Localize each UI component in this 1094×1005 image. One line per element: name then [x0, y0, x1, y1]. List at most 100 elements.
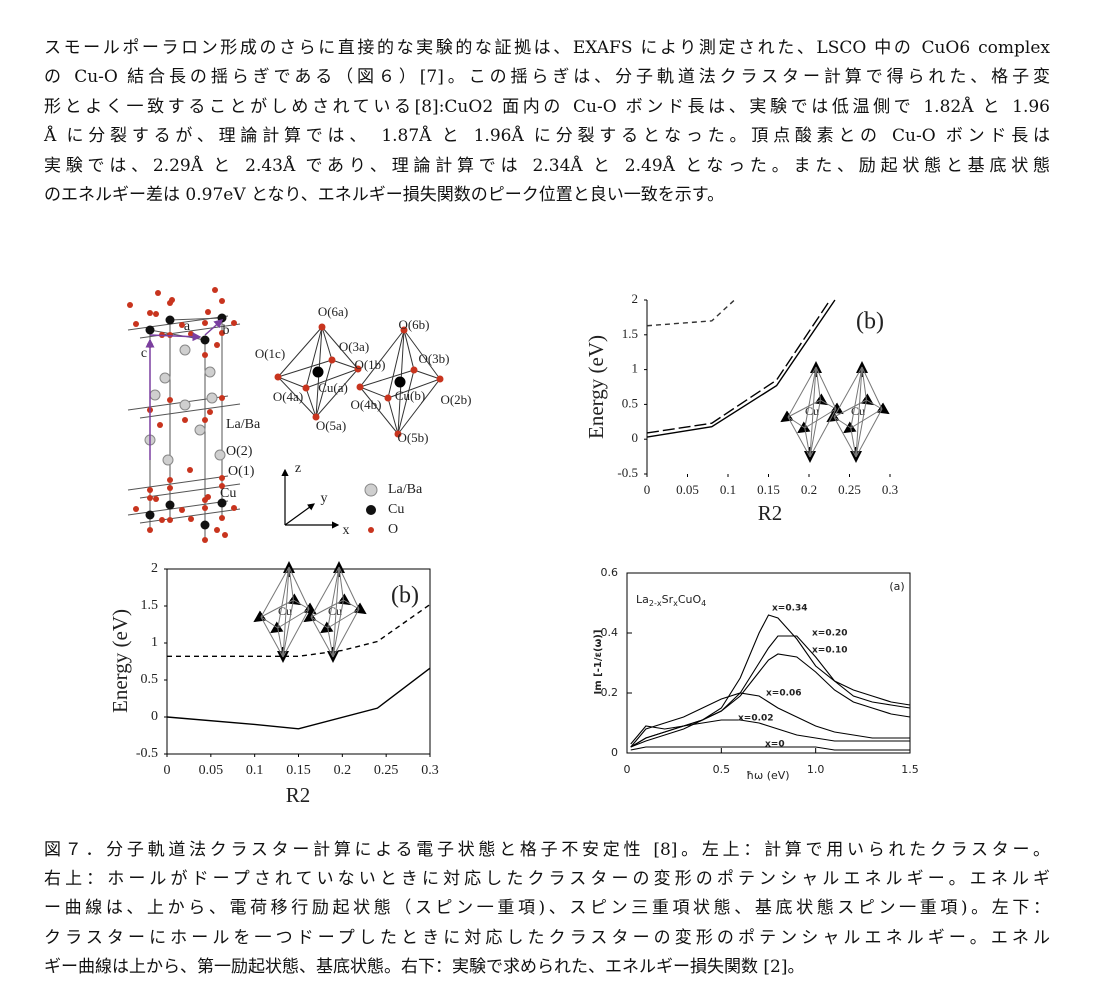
x-tick-label: 0.1: [246, 763, 264, 778]
structure-line: [139, 508, 241, 524]
atom: [231, 505, 237, 511]
atom: [207, 409, 213, 415]
x-axis-title: R2: [758, 501, 783, 525]
structure-line: [327, 608, 360, 629]
structure-line: [787, 416, 811, 458]
atom: [149, 389, 161, 401]
atom: [202, 537, 208, 543]
structure-line: [413, 369, 441, 380]
structure-line: [809, 366, 817, 458]
displacement-arrow: [253, 610, 267, 623]
structure-line: [149, 332, 202, 342]
structure-line: [833, 399, 867, 418]
structure-line: [343, 599, 360, 610]
atom: [179, 322, 185, 328]
atom: [200, 520, 210, 530]
structure-line: [327, 566, 340, 629]
atom: [153, 496, 159, 502]
atom: [318, 323, 326, 331]
y-tick-label: 0: [151, 709, 158, 724]
structure-line: [305, 387, 317, 418]
structure-line: [809, 399, 821, 458]
structure-line: [387, 329, 405, 399]
atom: [302, 384, 310, 392]
cluster-label: O(4a): [273, 389, 303, 404]
structure-line: [327, 627, 334, 658]
x-tick-label: 0.3: [421, 763, 439, 778]
y-tick-label: 1.5: [141, 598, 159, 613]
x-axis-title: ħω (eV): [746, 769, 789, 782]
atom: [219, 515, 225, 521]
atom: [153, 311, 159, 317]
structure-line: [833, 416, 852, 429]
structure-line: [397, 378, 441, 435]
title-part: 4: [701, 599, 706, 608]
structure-line: [293, 599, 310, 610]
structure-line: [288, 566, 294, 601]
data-line: [647, 299, 831, 434]
chart-title: La2-xSrxCuO4: [636, 593, 706, 608]
atom: [165, 500, 175, 510]
structure-line: [833, 416, 857, 458]
y-axis-title: Im [-1/ε(ω)]: [593, 630, 604, 695]
chart-panel: 0 0.2 0.4 0.6 0 0.5 1.0 1.5 ħω (eV) Im [-1/ε(ω)] (…: [593, 566, 919, 782]
atom: [219, 483, 225, 489]
structure-line: [321, 326, 333, 361]
x-tick-label: 0.15: [286, 763, 311, 778]
displacement-arrow: [780, 410, 794, 423]
x-axis-title: R2: [286, 783, 311, 807]
structure-line: [850, 408, 883, 429]
paragraph-line: の Cu-O 結合長の揺らぎである（図６）[7]。この揺らぎは、分子軌道法クラス…: [44, 67, 1050, 88]
data-line: [167, 667, 431, 730]
atom: [354, 365, 362, 373]
legend-label: La/Ba: [388, 482, 423, 497]
atom: [204, 366, 216, 378]
structure-line: [815, 366, 837, 410]
atom: [194, 424, 206, 436]
data-line: [167, 603, 431, 658]
y-tick-label: 0: [632, 430, 639, 445]
atom: [179, 344, 191, 356]
atom: [274, 373, 282, 381]
structure-line: [127, 475, 229, 491]
atom: [157, 422, 163, 428]
panel-label: (b): [391, 583, 419, 609]
atom: [384, 394, 392, 402]
caption-line: ギー曲線は上から、第一励起状態、基底状態。右下：実験で求められた、エネルギー損失…: [44, 956, 805, 977]
atom: [364, 483, 378, 497]
y-tick-label: -0.5: [136, 746, 158, 761]
structure-line: [277, 566, 290, 629]
panel-label: (b): [856, 309, 884, 335]
atom: [147, 527, 153, 533]
atom: [212, 287, 218, 293]
structure-line: [804, 408, 837, 429]
structure-line: [310, 616, 329, 629]
panel-label: (a): [889, 580, 904, 593]
atom: [179, 507, 185, 513]
data-line: [647, 299, 735, 327]
structure-line: [809, 408, 837, 458]
atom: [366, 505, 376, 515]
structure-line: [288, 566, 310, 610]
site-label: O(2): [226, 444, 253, 459]
atom: [169, 297, 175, 303]
y-axis-title: Energy (eV): [108, 609, 132, 713]
x-tick-label: 1.0: [807, 763, 825, 776]
title-part: x: [673, 599, 678, 608]
structure-line: [332, 608, 360, 658]
structure-line: [260, 616, 279, 629]
atom: [214, 342, 220, 348]
x-tick-label: 0.2: [801, 482, 817, 497]
atom: [188, 516, 194, 522]
atom: [145, 325, 155, 335]
cluster-label: O(4b): [350, 397, 381, 412]
data-line: [630, 746, 910, 751]
series-label: x=0: [765, 740, 785, 750]
structure-line: [277, 376, 317, 418]
cluster-label: O(1c): [255, 346, 285, 361]
x-tick-label: 0: [644, 482, 651, 497]
structure-line: [282, 566, 290, 658]
atom: [187, 467, 193, 473]
structure-line: [315, 368, 359, 418]
paragraph-line: 実験では、2.29Å と 2.43Å であり、理論計算では 2.34Å と 2.…: [44, 155, 1050, 176]
